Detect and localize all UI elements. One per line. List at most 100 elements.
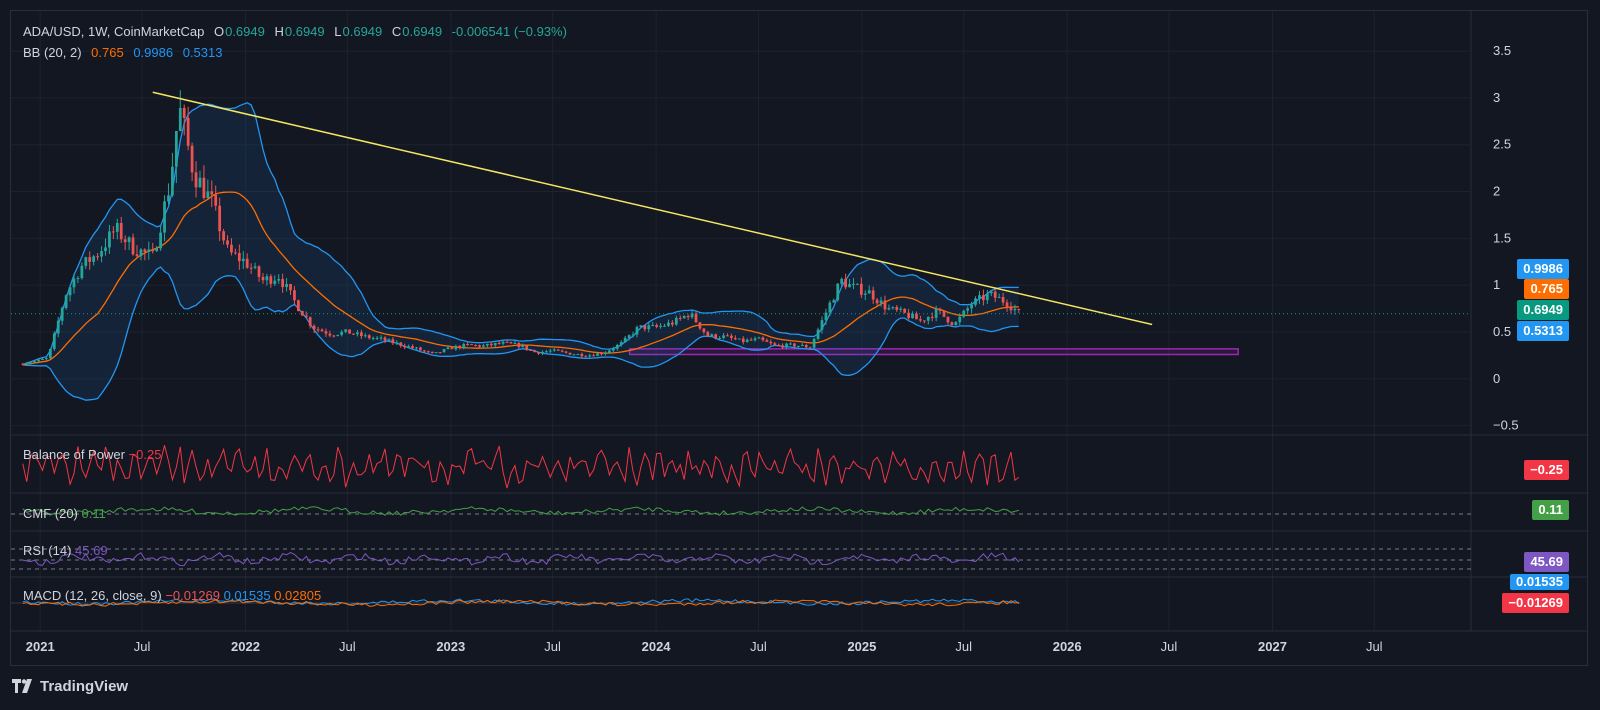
candle-body [108, 231, 111, 248]
candle-body [383, 337, 387, 341]
candle-body [804, 345, 808, 348]
candle-body [482, 345, 485, 347]
candle-body [560, 350, 564, 352]
candle-body [127, 237, 131, 243]
bop-name: Balance of Power [23, 447, 125, 462]
candle-body [332, 335, 336, 337]
candle-body [206, 191, 210, 198]
candle-body [48, 348, 52, 359]
candle-body [462, 344, 466, 348]
candle-body [253, 266, 257, 268]
candle-body [982, 295, 985, 301]
y-tick-label: 1.5 [1493, 230, 1511, 245]
candle-body [966, 308, 970, 311]
time-tick-label: 2021 [26, 639, 55, 654]
candle-body [131, 237, 135, 255]
cmf-legend[interactable]: CMF (20) 0.11 [23, 506, 106, 521]
candle-body [269, 276, 273, 284]
macd-legend[interactable]: MACD (12, 26, close, 9) −0.01269 0.01535… [23, 588, 321, 603]
candle-body [694, 313, 698, 323]
candle-body [564, 351, 568, 353]
candle-body [45, 358, 48, 360]
candle-body [600, 353, 603, 355]
candle-body [1005, 302, 1009, 307]
candle-body [950, 322, 954, 325]
candle-body [690, 313, 694, 318]
bb-basis-tag: 0.765 [1524, 279, 1569, 299]
candle-body [623, 337, 627, 343]
candle-body [934, 308, 938, 318]
candle-body [119, 223, 123, 240]
macd-signal-line [22, 599, 1019, 607]
high-value: 0.6949 [284, 24, 325, 39]
candle-body [143, 249, 147, 252]
candle-body [659, 325, 662, 327]
chart-frame[interactable]: 3.5 3 2.5 2 1.5 1 0.5 0 −0.5 2021 Jul 2022 Jul 2023 Ju… [10, 10, 1588, 666]
candle-body [840, 278, 844, 284]
bop-legend[interactable]: Balance of Power −0.25 [23, 447, 161, 462]
candle-body [159, 232, 162, 249]
candle-body [710, 334, 714, 337]
candle-body [285, 284, 288, 288]
candle-body [781, 345, 784, 348]
candle-body [56, 320, 60, 334]
candle-body [501, 341, 505, 344]
candle-body [741, 338, 745, 343]
candle-body [80, 265, 84, 279]
candle-body [352, 333, 355, 335]
rsi-legend[interactable]: RSI (14) 45.69 [23, 543, 108, 558]
candle-body [875, 299, 879, 304]
candle-body [1013, 308, 1017, 311]
bb-basis-line [22, 191, 1019, 366]
candle-body [671, 322, 674, 325]
candle-body [234, 252, 237, 254]
candle-body [663, 325, 666, 327]
candle-body [403, 345, 407, 348]
candle-body [163, 201, 166, 233]
tradingview-branding[interactable]: TradingView [12, 666, 312, 706]
candle-body [773, 343, 777, 345]
y-tick-label: 3.5 [1493, 43, 1511, 58]
candle-body [470, 344, 473, 346]
candle-body [611, 348, 615, 351]
bb-lower-tag: 0.5313 [1517, 321, 1569, 341]
candle-body [115, 223, 119, 232]
candle-body [678, 317, 682, 319]
support-zone-box[interactable] [628, 348, 1239, 356]
candle-body [785, 343, 788, 348]
bb-legend[interactable]: BB (20, 2) 0.765 0.9986 0.5313 [23, 45, 228, 61]
candle-body [60, 307, 64, 321]
candle-body [300, 311, 304, 316]
bop-line [22, 445, 1020, 489]
candle-body [572, 354, 576, 356]
candle-body [100, 251, 103, 257]
candle-body [214, 194, 218, 206]
candle-body [218, 205, 222, 232]
bb-lower-line [22, 266, 1019, 401]
candle-body [753, 338, 757, 341]
candle-body [84, 257, 88, 266]
candle-body [210, 191, 214, 195]
candle-body [667, 322, 670, 326]
bb-upper-value: 0.9986 [133, 45, 174, 60]
candle-body [230, 244, 233, 253]
time-tick-label: 2022 [231, 639, 260, 654]
cmf-name: CMF (20) [23, 506, 78, 521]
candle-body [852, 283, 855, 285]
candle-body [489, 343, 493, 346]
candle-body [686, 315, 690, 318]
price-chart[interactable]: 3.5 3 2.5 2 1.5 1 0.5 0 −0.5 2021 Jul 2022 Jul 2023 Ju… [11, 11, 1588, 666]
candle-body [698, 322, 702, 329]
candle-body [411, 346, 414, 349]
descending-trendline[interactable] [152, 91, 1153, 326]
candle-body [682, 315, 686, 319]
candle-body [375, 337, 379, 339]
candle-body [639, 325, 643, 328]
candle-body [899, 308, 903, 310]
candle-body [997, 297, 1001, 299]
candle-body [454, 345, 458, 350]
candle-body [556, 349, 560, 351]
time-tick-label: 2027 [1258, 639, 1287, 654]
cmf-tag: 0.11 [1532, 500, 1569, 520]
candle-body [76, 278, 80, 280]
